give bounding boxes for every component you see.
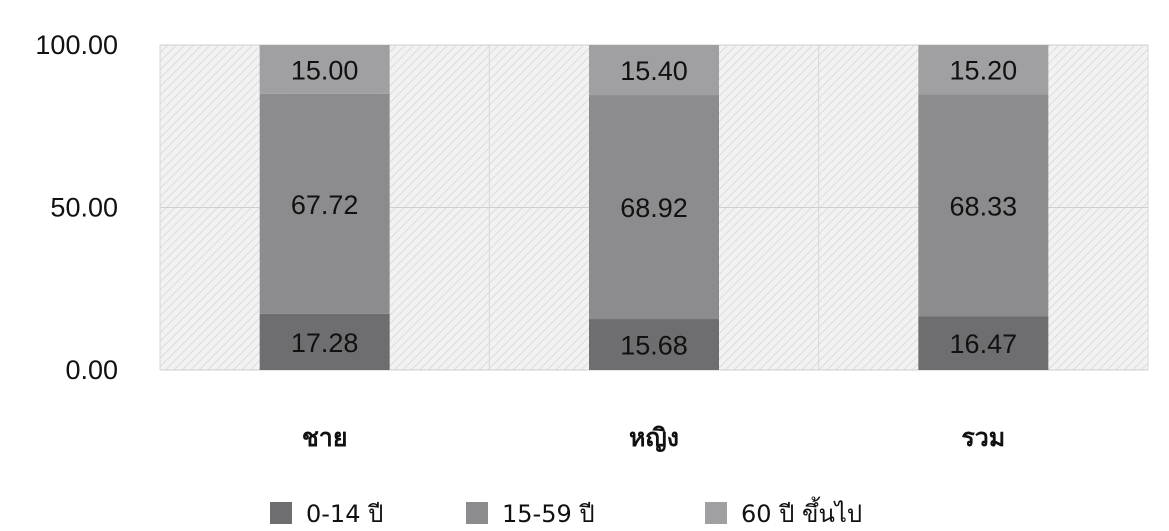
data-label: 17.28 — [291, 328, 359, 358]
legend-label: 15-59 ปี — [502, 500, 595, 528]
data-label: 15.68 — [620, 331, 688, 361]
data-label: 16.47 — [950, 329, 1018, 359]
x-category-label: ชาย — [302, 423, 348, 452]
x-category-label: หญิง — [629, 423, 679, 452]
y-tick-label: 0.00 — [65, 355, 118, 385]
data-label: 15.40 — [620, 56, 688, 86]
bar-segment — [918, 316, 1049, 370]
bar-segment — [918, 45, 1049, 95]
legend-swatch — [466, 502, 488, 524]
legend-swatch — [705, 502, 727, 524]
bar-segment — [918, 94, 1049, 317]
legend-label: 0-14 ปี — [306, 500, 383, 528]
data-label: 68.33 — [950, 191, 1018, 221]
bar-segment — [589, 95, 719, 320]
data-label: 67.72 — [291, 190, 359, 220]
legend-swatch — [270, 502, 292, 524]
bar-segment — [589, 45, 719, 96]
bar-segment — [259, 45, 390, 94]
legend: 0-14 ปี 15-59 ปี 60 ปี ขึ้นไป — [270, 496, 862, 528]
x-axis: ชาย หญิง รวม — [302, 423, 1005, 452]
data-label: 15.00 — [291, 55, 359, 85]
data-labels: 17.28 67.72 15.00 15.68 68.92 15.40 16.47 68.33… — [291, 55, 1017, 360]
legend-label: 60 ปี ขึ้นไป — [741, 496, 862, 528]
bars — [259, 45, 1049, 370]
y-tick-label: 50.00 — [50, 193, 118, 223]
y-tick-label: 100.00 — [35, 30, 118, 60]
bar-segment — [259, 313, 390, 370]
x-category-label: รวม — [961, 423, 1005, 452]
bar-segment — [259, 93, 390, 314]
y-axis: 0.00 50.00 100.00 — [35, 30, 118, 385]
data-label: 68.92 — [620, 193, 688, 223]
data-label: 15.20 — [950, 56, 1018, 86]
bar-segment — [589, 319, 719, 370]
